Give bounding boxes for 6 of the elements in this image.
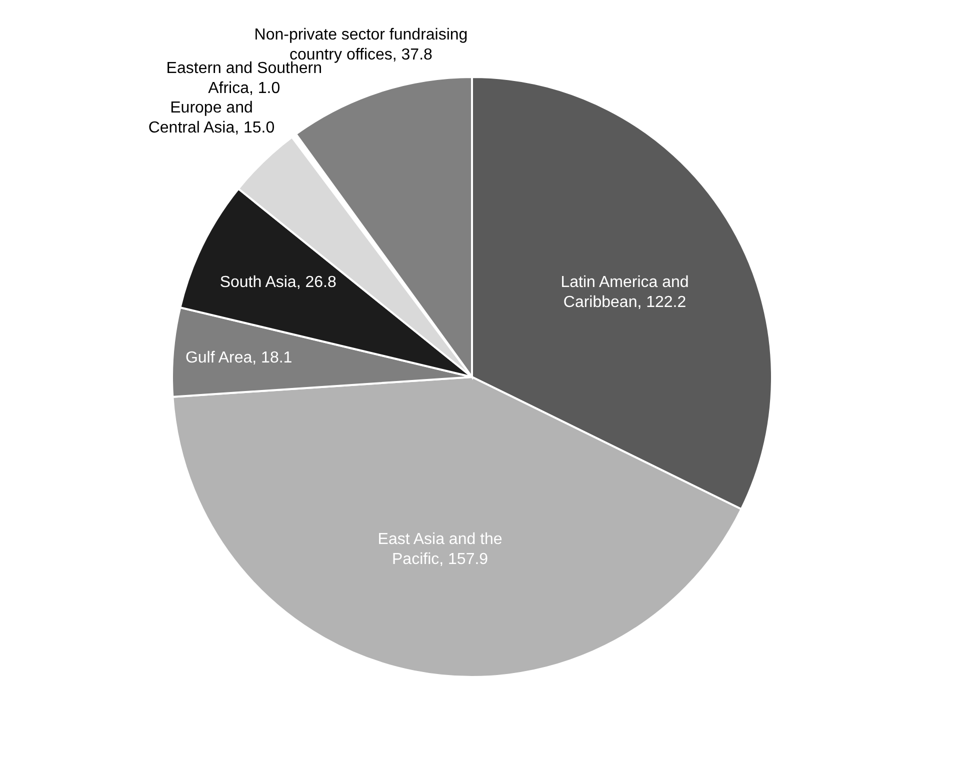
slice-label: Latin America and Caribbean, 122.2 bbox=[560, 274, 689, 311]
slice-label: Gulf Area, 18.1 bbox=[185, 349, 292, 366]
slice-label: East Asia and the Pacific, 157.9 bbox=[378, 530, 502, 568]
slice-label: South Asia, 26.8 bbox=[220, 274, 336, 291]
slice-label: Eastern and Southern Africa, 1.0 bbox=[166, 60, 322, 97]
slice-label: Europe and Central Asia, 15.0 bbox=[148, 99, 275, 136]
